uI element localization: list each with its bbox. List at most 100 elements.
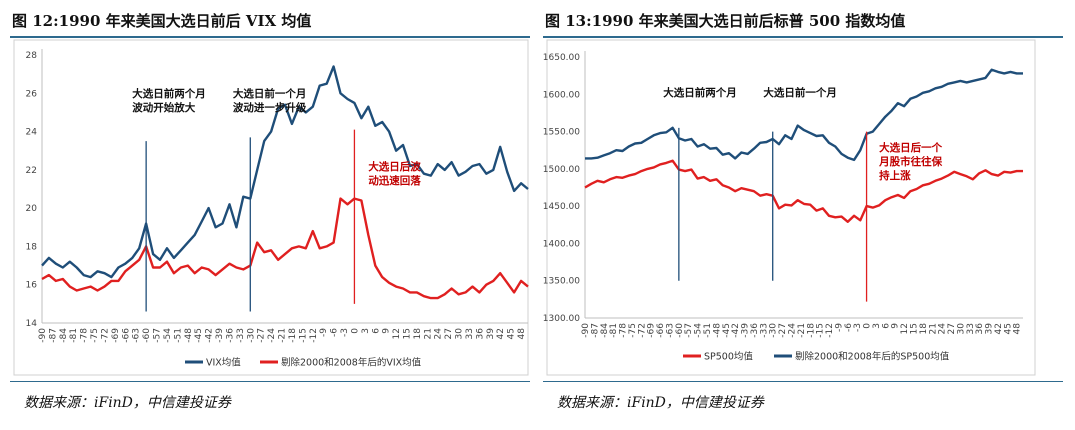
x-tick-label: 12 bbox=[392, 328, 402, 339]
annotation-text: 持上涨 bbox=[879, 169, 911, 182]
x-tick-label: 15 bbox=[910, 323, 920, 334]
x-tick-label: -12 bbox=[825, 323, 835, 338]
x-tick-label: -72 bbox=[100, 328, 110, 343]
y-tick-label: 1350.00 bbox=[543, 277, 580, 287]
annotation-text: 大选日前两个月 bbox=[132, 87, 206, 100]
annotation-text: 动迅速回落 bbox=[368, 174, 421, 187]
x-tick-label: -45 bbox=[722, 323, 732, 338]
legend-label: 剔除2000和2008年后的VIX均值 bbox=[281, 357, 422, 369]
x-tick-label: 30 bbox=[956, 323, 966, 335]
x-tick-label: -36 bbox=[225, 328, 235, 343]
x-tick-label: 6 bbox=[881, 323, 891, 329]
x-tick-label: 42 bbox=[994, 323, 1004, 334]
x-tick-label: 0 bbox=[350, 328, 360, 334]
x-tick-label: -12 bbox=[309, 328, 319, 343]
x-tick-label: -57 bbox=[153, 328, 163, 343]
y-tick-label: 1500.00 bbox=[543, 165, 580, 175]
y-tick-label: 24 bbox=[26, 128, 38, 138]
x-tick-label: 15 bbox=[403, 328, 413, 339]
x-tick-label: 42 bbox=[496, 328, 506, 339]
y-tick-label: 1300.00 bbox=[543, 314, 580, 324]
x-tick-label: -63 bbox=[132, 328, 142, 343]
legend-label: 剔除2000和2008年后的SP500均值 bbox=[795, 351, 950, 363]
series-line-1 bbox=[584, 159, 1023, 223]
x-tick-label: -42 bbox=[731, 323, 741, 338]
y-tick-label: 26 bbox=[26, 89, 38, 99]
x-tick-label: -36 bbox=[750, 323, 760, 338]
x-tick-label: 27 bbox=[444, 328, 454, 339]
x-tick-label: 9 bbox=[891, 323, 901, 329]
x-tick-label: -45 bbox=[194, 328, 204, 343]
x-tick-label: 21 bbox=[423, 328, 433, 339]
x-tick-label: -81 bbox=[609, 323, 619, 338]
annotation-text: 波动开始放大 bbox=[132, 101, 195, 114]
x-tick-label: -30 bbox=[246, 328, 256, 343]
series-line-2 bbox=[41, 197, 529, 300]
x-tick-label: -90 bbox=[581, 323, 591, 338]
y-tick-label: 14 bbox=[26, 319, 38, 329]
figure-title: 图 12:1990 年来美国大选日前后 VIX 均值 bbox=[12, 12, 312, 30]
panel-sp500: 图 13:1990 年来美国大选日前后标普 500 指数均值 1300.00 13… bbox=[543, 0, 1063, 430]
x-tick-label: -66 bbox=[656, 323, 666, 338]
source-rule bbox=[543, 381, 1063, 382]
series-line-1 bbox=[41, 65, 529, 279]
data-source: 数据来源：iFinD，中信建投证券 bbox=[557, 395, 764, 411]
x-tick-label: -60 bbox=[675, 323, 685, 338]
x-tick-label: -39 bbox=[215, 328, 225, 343]
y-tick-label: 1400.00 bbox=[543, 239, 580, 249]
x-tick-label: -18 bbox=[288, 328, 298, 343]
x-tick-label: 36 bbox=[475, 328, 485, 340]
x-tick-label: -75 bbox=[90, 328, 100, 343]
x-tick-label: 3 bbox=[872, 323, 882, 329]
x-tick-label: 3 bbox=[361, 328, 371, 334]
x-tick-label: 9 bbox=[382, 328, 392, 334]
x-tick-label: -33 bbox=[236, 328, 246, 343]
title-rule bbox=[10, 36, 530, 38]
x-tick-label: -33 bbox=[759, 323, 769, 338]
x-tick-label: -81 bbox=[69, 328, 79, 343]
x-tick-label: 39 bbox=[985, 323, 995, 335]
y-tick-label: 28 bbox=[26, 51, 38, 61]
x-tick-label: -66 bbox=[121, 328, 131, 343]
y-tick-label: 22 bbox=[26, 166, 37, 176]
x-tick-label: -78 bbox=[619, 323, 629, 338]
y-tick-label: 18 bbox=[26, 242, 38, 252]
series-line-2 bbox=[585, 68, 1023, 162]
x-tick-label: 21 bbox=[928, 323, 938, 334]
annotation-text: 大选日后波 bbox=[368, 160, 421, 173]
x-tick-label: 45 bbox=[507, 328, 517, 339]
legend-label: SP500均值 bbox=[704, 351, 753, 363]
source-rule bbox=[10, 381, 530, 382]
x-tick-label: -48 bbox=[184, 328, 194, 343]
title-rule bbox=[543, 36, 1063, 38]
x-tick-label: -15 bbox=[816, 323, 826, 338]
x-tick-label: 30 bbox=[455, 328, 465, 340]
x-tick-label: 39 bbox=[486, 328, 496, 340]
x-tick-label: -18 bbox=[806, 323, 816, 338]
x-tick-label: 48 bbox=[1013, 323, 1023, 335]
data-source: 数据来源：iFinD，中信建投证券 bbox=[24, 395, 231, 411]
annotation-text: 大选日后一个 bbox=[879, 141, 942, 154]
x-tick-label: 48 bbox=[517, 328, 527, 340]
x-tick-label: -6 bbox=[844, 323, 854, 332]
x-tick-label: -15 bbox=[298, 328, 308, 343]
x-tick-label: -39 bbox=[741, 323, 751, 338]
x-tick-label: -87 bbox=[590, 323, 600, 338]
x-tick-label: -84 bbox=[59, 328, 69, 343]
x-tick-label: -54 bbox=[163, 328, 173, 343]
x-tick-label: -51 bbox=[173, 328, 183, 343]
x-tick-label: -57 bbox=[684, 323, 694, 338]
x-tick-label: -51 bbox=[703, 323, 713, 338]
annotation-text: 大选日前一个月 bbox=[233, 87, 307, 100]
x-tick-label: 36 bbox=[975, 323, 985, 335]
x-tick-label: -69 bbox=[647, 323, 657, 338]
x-tick-label: -75 bbox=[628, 323, 638, 338]
x-tick-label: -54 bbox=[694, 323, 704, 338]
x-tick-label: -6 bbox=[330, 328, 340, 337]
x-tick-label: -30 bbox=[769, 323, 779, 338]
x-tick-label: 24 bbox=[434, 328, 444, 340]
x-tick-label: -78 bbox=[80, 328, 90, 343]
x-tick-label: -63 bbox=[665, 323, 675, 338]
x-tick-label: -9 bbox=[319, 328, 329, 337]
x-tick-label: 24 bbox=[938, 323, 948, 335]
